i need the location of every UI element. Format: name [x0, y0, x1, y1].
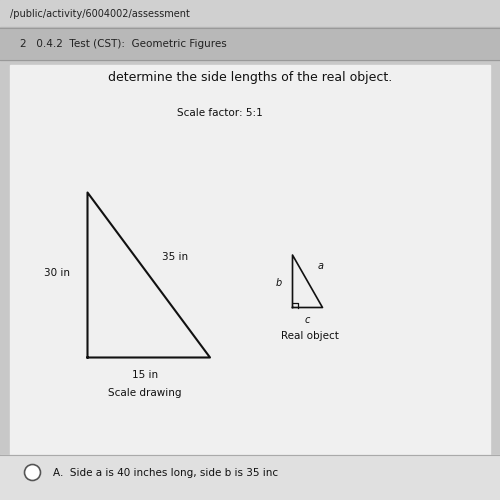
Text: c: c — [305, 315, 310, 325]
Text: b: b — [276, 278, 282, 288]
Bar — [0, 0, 500, 28]
Bar — [0, 455, 500, 500]
Text: A.  Side a is 40 inches long, side b is 35 inc: A. Side a is 40 inches long, side b is 3… — [53, 468, 278, 477]
Circle shape — [24, 464, 40, 480]
Bar — [10, 65, 490, 455]
Text: Real object: Real object — [281, 331, 339, 341]
Text: a: a — [318, 261, 324, 271]
Text: 2   0.4.2  Test (CST):  Geometric Figures: 2 0.4.2 Test (CST): Geometric Figures — [20, 39, 227, 49]
Text: 15 in: 15 in — [132, 370, 158, 380]
Bar — [0, 28, 500, 60]
Text: /public/activity/6004002/assessment: /public/activity/6004002/assessment — [10, 9, 190, 19]
Text: determine the side lengths of the real object.: determine the side lengths of the real o… — [108, 71, 392, 84]
Text: Scale factor: 5:1: Scale factor: 5:1 — [177, 108, 263, 118]
Text: 35 in: 35 in — [162, 252, 188, 262]
Text: 30 in: 30 in — [44, 268, 70, 278]
Text: Scale drawing: Scale drawing — [108, 388, 182, 398]
